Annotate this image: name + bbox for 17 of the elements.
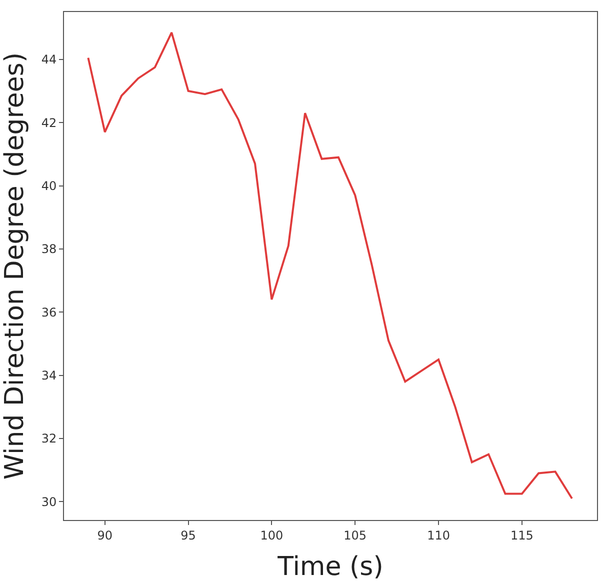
x-tick-label: 115 bbox=[510, 528, 534, 542]
y-tick-label: 40 bbox=[41, 178, 57, 193]
x-axis-title: Time (s) bbox=[276, 552, 384, 582]
x-tick-label: 90 bbox=[97, 528, 113, 542]
y-tick-label: 32 bbox=[41, 432, 57, 446]
y-tick-label: 30 bbox=[41, 494, 57, 509]
x-tick-label: 105 bbox=[344, 528, 367, 542]
y-tick-label: 36 bbox=[41, 305, 57, 320]
line-series bbox=[87, 32, 573, 500]
y-axis-title: Wind Direction Degree (degrees) bbox=[0, 52, 30, 480]
y-tick-label: 42 bbox=[41, 116, 57, 130]
x-tick-label: 95 bbox=[180, 528, 196, 542]
x-tick-label: 110 bbox=[427, 528, 450, 542]
y-tick-label: 38 bbox=[41, 242, 57, 256]
y-tick-label: 44 bbox=[41, 52, 57, 67]
y-tick-label: 34 bbox=[41, 368, 57, 383]
x-tick-label: 100 bbox=[260, 528, 284, 542]
